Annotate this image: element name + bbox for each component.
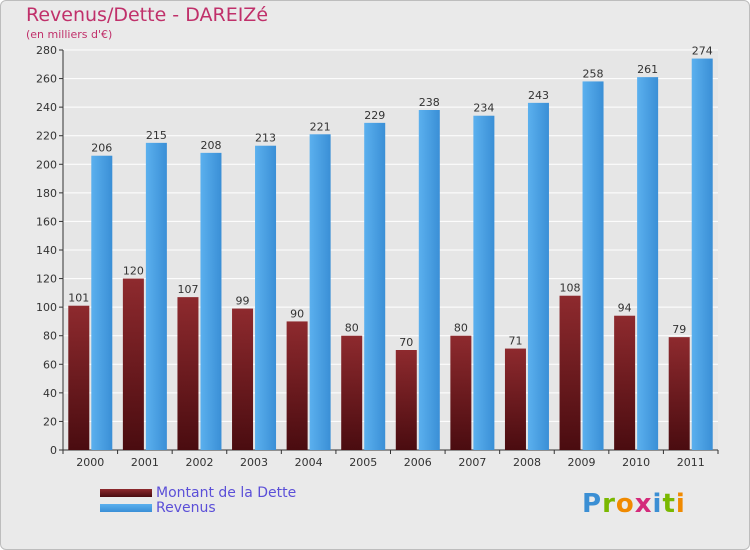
data-label-debt: 70 [399,336,413,349]
logo-letter: P [582,489,603,519]
data-label-debt: 80 [345,322,359,335]
chart-subtitle: (en milliers d'€) [26,28,113,41]
x-tick-label: 2000 [76,456,104,469]
y-tick-label: 100 [36,301,57,314]
data-label-revenue: 238 [419,96,440,109]
y-tick-label: 200 [36,158,57,171]
y-tick-label: 280 [36,44,57,57]
y-tick-label: 40 [43,387,57,400]
logo-letter: o [615,489,635,519]
logo-letter: t [662,489,676,519]
bar-revenue [637,77,659,451]
data-label-debt: 80 [454,322,468,335]
data-label-revenue: 234 [473,102,494,115]
y-tick-label: 160 [36,215,57,228]
data-label-debt: 99 [236,295,250,308]
bar-revenue [582,81,604,450]
x-tick-label: 2011 [677,456,705,469]
bar-revenue [527,102,549,450]
x-tick-label: 2002 [185,456,213,469]
data-label-debt: 79 [672,323,686,336]
bar-revenue [91,155,113,450]
logo-letter: x [634,489,653,519]
x-tick-label: 2009 [568,456,596,469]
y-tick-label: 260 [36,73,57,86]
data-label-debt: 101 [68,292,89,305]
legend-label-revenue: Revenus [156,500,216,516]
data-label-debt: 120 [123,265,144,278]
x-tick-label: 2005 [349,456,377,469]
data-label-revenue: 208 [200,139,221,152]
bar-debt [668,337,690,450]
x-tick-label: 2003 [240,456,268,469]
bar-revenue [200,152,222,450]
bar-debt [450,335,472,450]
bar-revenue [309,134,331,451]
legend-swatch-debt [100,489,152,497]
x-tick-label: 2004 [295,456,323,469]
bar-debt [122,278,144,450]
bar-revenue [418,110,440,450]
bar-revenue [145,142,167,450]
data-label-debt: 108 [560,282,581,295]
x-tick-label: 2006 [404,456,432,469]
x-tick-label: 2010 [622,456,650,469]
data-label-revenue: 243 [528,89,549,102]
bar-debt [68,305,90,450]
y-tick-label: 0 [50,444,57,457]
bar-debt [559,295,581,450]
data-label-debt: 94 [618,302,632,315]
proxiti-logo: Proxiti [582,489,686,519]
bar-debt [177,297,199,450]
y-tick-label: 120 [36,273,57,286]
bar-revenue [364,122,386,450]
y-tick-label: 80 [43,330,57,343]
data-label-debt: 107 [177,283,198,296]
data-label-revenue: 221 [310,120,331,133]
data-label-debt: 90 [290,307,304,320]
x-tick-label: 2008 [513,456,541,469]
bar-debt [395,350,417,450]
data-label-revenue: 213 [255,132,276,145]
data-label-revenue: 261 [637,63,658,76]
logo-letter: i [675,489,686,519]
bar-debt [341,335,363,450]
bar-debt [286,321,308,450]
y-tick-label: 60 [43,358,57,371]
chart-title: Revenus/Dette - DAREIZé [26,4,269,26]
bar-revenue [691,58,713,450]
bar-debt [232,308,254,450]
legend-swatch-revenue [100,504,152,512]
data-label-revenue: 258 [583,67,604,80]
data-label-revenue: 274 [692,45,713,58]
bar-debt [504,348,526,450]
y-tick-label: 220 [36,130,57,143]
bar-debt [614,315,636,450]
y-tick-label: 240 [36,101,57,114]
legend-label-debt: Montant de la Dette [156,485,297,501]
y-tick-label: 20 [43,415,57,428]
y-tick-label: 180 [36,187,57,200]
y-tick-label: 140 [36,244,57,257]
data-label-revenue: 215 [146,129,167,142]
data-label-debt: 71 [508,335,522,348]
logo-letter: r [602,489,616,519]
data-label-revenue: 206 [91,142,112,155]
bar-revenue [255,145,277,450]
data-label-revenue: 229 [364,109,385,122]
logo-letter: i [652,489,663,519]
bar-revenue [473,115,495,450]
x-tick-label: 2007 [458,456,486,469]
x-tick-label: 2001 [131,456,159,469]
